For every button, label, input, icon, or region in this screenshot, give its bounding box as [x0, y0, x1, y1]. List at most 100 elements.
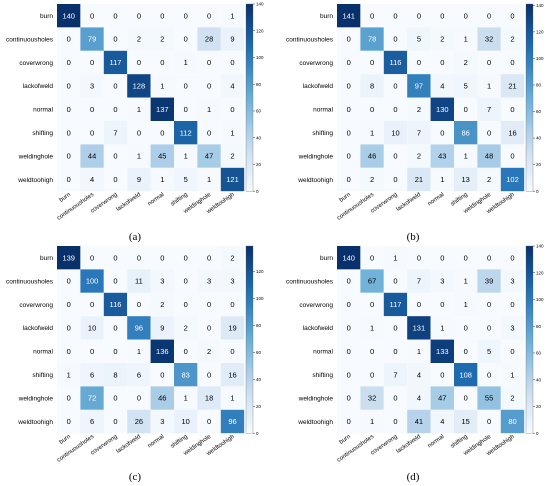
cell-value: 1	[230, 394, 234, 403]
heatmap-cell	[220, 386, 245, 410]
heatmap-cell	[103, 50, 128, 75]
column-label: lackofweld	[116, 192, 142, 213]
heatmap-cell	[80, 144, 104, 168]
cell-value: 0	[370, 370, 374, 379]
cell-value: 0	[137, 58, 141, 67]
cell-value: 0	[487, 370, 491, 379]
heatmap-cell	[150, 363, 174, 387]
heatmap-cell	[337, 363, 361, 387]
cell-value: 1	[184, 152, 188, 161]
colorbar-tick-label: 40	[536, 136, 542, 141]
cell-value: 3	[510, 277, 514, 286]
cell-value: 0	[67, 417, 71, 426]
heatmap-cell	[150, 339, 174, 363]
column-label: burn	[339, 192, 352, 204]
cell-value: 141	[342, 11, 355, 20]
heatmap-cell	[383, 409, 408, 434]
cell-value: 7	[113, 128, 117, 137]
cell-value: 4	[417, 370, 421, 379]
column-label: normal	[427, 192, 445, 207]
heatmap-cell	[80, 363, 104, 387]
heatmap-cell	[57, 246, 81, 270]
confusion-matrix-panel-a: 140 0 0 0 0 0 0 10 79 0 2 2 0 28 90 0 117 0 0 1 0 00 3 0 128 1 0 0 4…	[6, 2, 264, 243]
heatmap-cell	[197, 4, 221, 28]
heatmap-cell	[80, 27, 104, 51]
colorbar-tick-label: 120	[536, 270, 544, 275]
cell-value: 4	[90, 175, 94, 184]
cell-value: 0	[440, 253, 444, 262]
heatmap-cell	[80, 246, 104, 270]
heatmap-cell	[57, 363, 81, 387]
cell-value: 0	[347, 394, 351, 403]
cell-value: 0	[393, 175, 397, 184]
cell-value: 0	[487, 300, 491, 309]
heatmap-cell	[430, 27, 454, 51]
row-label: weldtoohigh	[17, 419, 53, 426]
colorbar-tick-label: 40	[536, 377, 542, 382]
column-label: burn	[339, 434, 352, 446]
colorbar-tick-label: 20	[256, 404, 262, 409]
heatmap-cell	[80, 339, 104, 363]
heatmap-cell	[197, 27, 221, 51]
cell-value: 0	[90, 105, 94, 114]
cell-value: 1	[393, 253, 397, 262]
heatmap-cell	[197, 97, 221, 121]
row-label: weldtoohigh	[17, 177, 53, 184]
row-label: coverwrong	[19, 302, 53, 309]
heatmap-cell	[430, 386, 454, 410]
cell-value: 0	[67, 347, 71, 356]
heatmap-cell	[500, 97, 525, 121]
heatmap-cell	[360, 97, 384, 121]
heatmap-cell	[407, 50, 431, 75]
heatmap-cell	[337, 316, 361, 340]
heatmap-cell	[103, 167, 128, 192]
cell-value: 48	[485, 152, 493, 161]
heatmap-cell	[454, 74, 478, 98]
cell-value: 0	[160, 128, 164, 137]
heatmap-cell	[103, 246, 128, 270]
cell-value: 0	[370, 300, 374, 309]
row-label: weldinghole	[18, 153, 54, 160]
heatmap-cell	[127, 339, 151, 363]
cell-value: 0	[487, 11, 491, 20]
cell-value: 0	[487, 324, 491, 333]
heatmap-cell	[103, 386, 128, 410]
cell-value: 136	[156, 347, 169, 356]
colorbar-tick-label: 20	[536, 404, 542, 409]
heatmap-cell	[174, 292, 198, 317]
colorbar	[245, 245, 254, 434]
heatmap-cell	[360, 144, 384, 168]
confusion-matrix-panel-c: 139 0 0 0 0 0 0 20 100 0 11 3 0 3 30 0 116 0 2 0 0 00 10 0 96 9 2 0…	[6, 245, 264, 483]
heatmap-cell	[220, 97, 245, 121]
heatmap-cell	[430, 97, 454, 121]
heatmap-cell	[127, 50, 151, 75]
row-label: normal	[313, 349, 333, 356]
heatmap-cell	[477, 269, 501, 293]
heatmap-cell	[407, 363, 431, 387]
cell-value: 0	[90, 11, 94, 20]
cell-value: 0	[207, 58, 211, 67]
heatmap-cell	[103, 269, 128, 293]
heatmap-cell	[197, 246, 221, 270]
heatmap-cell	[197, 409, 221, 434]
cell-value: 102	[506, 175, 519, 184]
cell-value: 97	[415, 82, 423, 91]
cell-value: 0	[113, 35, 117, 44]
heatmap-cell	[477, 339, 501, 363]
row-label: burn	[40, 13, 53, 20]
row-label: continuousholes	[6, 278, 54, 285]
cell-value: 1	[67, 370, 71, 379]
cell-value: 72	[88, 394, 96, 403]
cell-value: 140	[342, 253, 355, 262]
heatmap-cell	[360, 246, 384, 270]
heatmap-cell	[407, 292, 431, 317]
cell-value: 4	[440, 82, 444, 91]
cell-value: 100	[86, 277, 99, 286]
heatmap-cell	[407, 409, 431, 434]
cell-value: 0	[487, 58, 491, 67]
cell-value: 0	[347, 82, 351, 91]
cell-value: 0	[184, 105, 188, 114]
heatmap-cell	[103, 292, 128, 317]
heatmap-cell	[103, 27, 128, 51]
